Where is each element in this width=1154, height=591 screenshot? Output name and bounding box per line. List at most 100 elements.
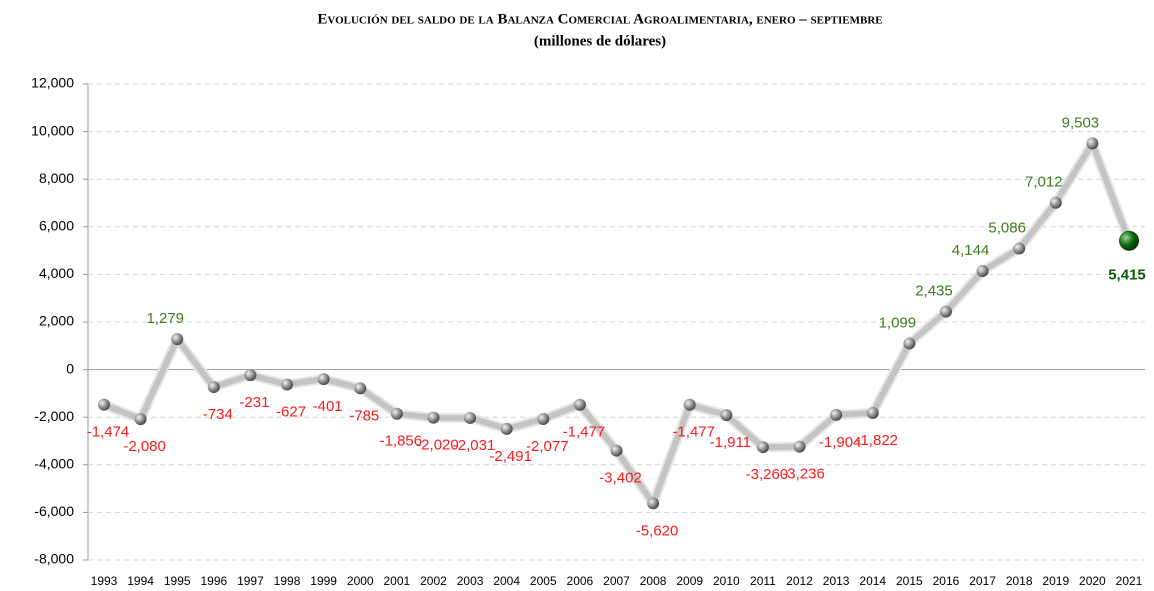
x-tick-label: 2021	[1116, 574, 1143, 588]
value-label: -3,402	[599, 470, 642, 487]
x-tick-label: 2019	[1042, 574, 1069, 588]
marker	[537, 413, 550, 426]
value-label: 1,279	[146, 310, 184, 327]
y-tick-label: -8,000	[34, 551, 74, 567]
x-tick-label: 2008	[640, 574, 667, 588]
x-tick-label: 1998	[274, 574, 301, 588]
marker	[793, 440, 806, 453]
marker	[647, 497, 660, 510]
marker	[134, 413, 147, 426]
y-tick-label: 10,000	[31, 122, 74, 138]
x-tick-label: 2014	[859, 574, 886, 588]
x-tick-label: 2005	[530, 574, 557, 588]
x-tick-label: 1994	[127, 574, 154, 588]
x-tick-label: 2000	[347, 574, 374, 588]
x-tick-label: 2013	[823, 574, 850, 588]
value-label: -1,474	[87, 424, 130, 441]
x-tick-label: 1997	[237, 574, 264, 588]
value-label: -2,020	[416, 437, 459, 454]
value-label: -3,236	[782, 466, 825, 483]
x-tick-label: 2015	[896, 574, 923, 588]
marker	[390, 407, 403, 420]
x-tick-label: 2009	[676, 574, 703, 588]
x-tick-label: 2003	[457, 574, 484, 588]
value-label: -231	[239, 394, 269, 411]
y-tick-label: -4,000	[34, 456, 74, 472]
y-tick-label: 0	[66, 360, 74, 376]
marker	[1013, 242, 1026, 255]
x-tick-label: 1993	[91, 574, 118, 588]
value-label: -2,491	[489, 448, 532, 465]
marker	[171, 333, 184, 346]
value-label: -785	[349, 407, 379, 424]
value-label: -1,904	[819, 434, 862, 451]
value-label: 1,099	[879, 314, 917, 331]
x-tick-label: 2002	[420, 574, 447, 588]
value-label: 9,503	[1062, 114, 1100, 131]
value-label: -1,477	[563, 424, 606, 441]
marker	[756, 441, 769, 454]
value-label: 7,012	[1025, 174, 1063, 191]
x-tick-label: 2007	[603, 574, 630, 588]
y-tick-label: 8,000	[39, 170, 74, 186]
value-label: -2,077	[526, 438, 569, 455]
marker	[98, 398, 110, 411]
marker	[244, 369, 257, 382]
marker	[903, 337, 916, 350]
value-label: 5,415	[1108, 267, 1146, 284]
marker	[1049, 196, 1062, 209]
value-label: -3,260	[746, 466, 789, 483]
x-tick-label: 2020	[1079, 574, 1106, 588]
x-tick-label: 2004	[493, 574, 520, 588]
value-label: -1,856	[380, 433, 423, 450]
value-label: -2,080	[123, 438, 166, 455]
value-label: -627	[276, 403, 306, 420]
chart-subtitle: (millones de dólares)	[534, 33, 666, 49]
x-tick-label: 1999	[310, 574, 337, 588]
marker	[683, 398, 696, 411]
value-label: -1,911	[710, 434, 751, 451]
value-label: -734	[203, 406, 233, 423]
x-tick-label: 2010	[713, 574, 740, 588]
marker	[1119, 230, 1139, 251]
marker	[830, 408, 843, 421]
marker	[464, 411, 477, 424]
marker	[500, 422, 513, 435]
value-label: 4,144	[952, 242, 990, 259]
value-label: -5,620	[636, 522, 679, 539]
marker	[354, 382, 367, 395]
y-tick-label: 6,000	[39, 218, 74, 234]
value-label: -1,822	[855, 432, 898, 449]
marker	[573, 398, 586, 411]
marker	[720, 409, 733, 422]
y-tick-label: 12,000	[31, 75, 74, 91]
value-label: -2,031	[453, 437, 496, 454]
chart-title: Evolución del saldo de la Balanza Comerc…	[317, 11, 882, 27]
value-label: -1,477	[672, 424, 715, 441]
marker	[1086, 137, 1099, 150]
x-tick-label: 2006	[567, 574, 594, 588]
x-tick-label: 2017	[969, 574, 996, 588]
marker	[976, 264, 989, 277]
value-label: 2,435	[915, 283, 953, 300]
marker	[427, 411, 440, 424]
y-tick-label: -2,000	[34, 408, 74, 424]
grid: -8,000 -6,000 -4,000 -2,000 0 2,000 4,000 6,000…	[31, 75, 1145, 588]
marker	[866, 406, 879, 419]
y-tick-label: -6,000	[34, 503, 74, 519]
marker	[207, 381, 220, 394]
x-tick-label: 1996	[200, 574, 227, 588]
x-tick-label: 2016	[933, 574, 960, 588]
marker	[610, 444, 623, 457]
y-tick-label: 2,000	[39, 313, 74, 329]
marker	[281, 378, 294, 391]
x-tick-label: 2018	[1006, 574, 1033, 588]
x-tick-label: 1995	[164, 574, 191, 588]
marker	[317, 373, 330, 386]
marker	[939, 305, 952, 318]
x-tick-label: 2011	[750, 574, 776, 588]
x-tick-label: 2001	[384, 574, 411, 588]
x-tick-label: 2012	[786, 574, 813, 588]
y-tick-label: 4,000	[39, 265, 74, 281]
